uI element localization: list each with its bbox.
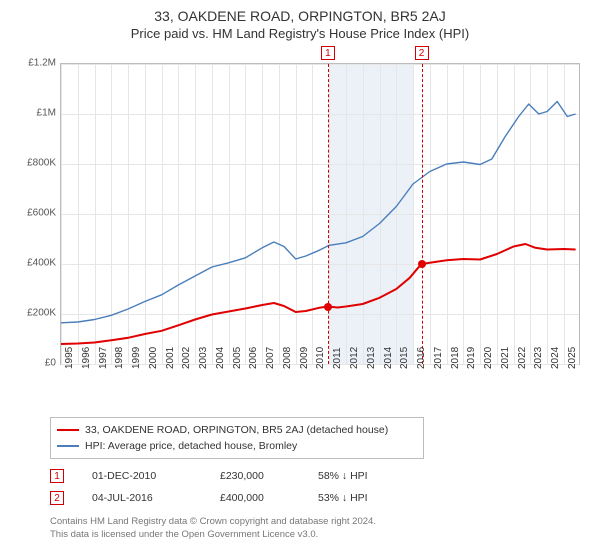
x-tick-label: 1997: [98, 347, 109, 369]
series-property: [61, 244, 576, 344]
sales-index-box: 2: [50, 491, 64, 505]
y-tick-label: £600K: [27, 208, 56, 219]
x-tick-label: 2011: [332, 347, 343, 369]
legend: 33, OAKDENE ROAD, ORPINGTON, BR5 2AJ (de…: [50, 417, 424, 459]
legend-label: HPI: Average price, detached house, Brom…: [85, 438, 297, 454]
x-tick-label: 2014: [383, 347, 394, 369]
legend-item: HPI: Average price, detached house, Brom…: [57, 438, 417, 454]
y-tick-label: £0: [45, 358, 56, 369]
y-tick-label: £1.2M: [28, 58, 56, 69]
sales-price: £400,000: [220, 487, 290, 509]
x-tick-label: 1998: [114, 347, 125, 369]
chart-subtitle: Price paid vs. HM Land Registry's House …: [0, 26, 600, 41]
plot-area: 12: [60, 63, 580, 365]
legend-label: 33, OAKDENE ROAD, ORPINGTON, BR5 2AJ (de…: [85, 422, 388, 438]
x-tick-label: 2019: [466, 347, 477, 369]
sales-delta: 58% ↓ HPI: [318, 465, 408, 487]
sale-marker-dot: [418, 260, 426, 268]
x-tick-label: 1995: [64, 347, 75, 369]
x-tick-label: 2001: [165, 347, 176, 369]
x-tick-label: 2017: [433, 347, 444, 369]
chart-container: 12 1995199619971998199920002001200220032…: [10, 43, 590, 413]
sales-index-box: 1: [50, 469, 64, 483]
x-tick-label: 1996: [81, 347, 92, 369]
x-tick-label: 2002: [181, 347, 192, 369]
footer-line: Contains HM Land Registry data © Crown c…: [50, 515, 574, 528]
series-hpi: [61, 102, 576, 323]
x-tick-label: 2023: [533, 347, 544, 369]
chart-title: 33, OAKDENE ROAD, ORPINGTON, BR5 2AJ: [0, 8, 600, 24]
legend-item: 33, OAKDENE ROAD, ORPINGTON, BR5 2AJ (de…: [57, 422, 417, 438]
x-tick-label: 2010: [315, 347, 326, 369]
x-tick-label: 2000: [148, 347, 159, 369]
marker-index-box: 1: [321, 46, 335, 60]
marker-line: [328, 64, 329, 364]
sales-table: 1 01-DEC-2010 £230,000 58% ↓ HPI 2 04-JUL-201…: [50, 465, 574, 509]
sales-date: 01-DEC-2010: [92, 465, 192, 487]
y-tick-label: £400K: [27, 258, 56, 269]
y-tick-label: £800K: [27, 158, 56, 169]
marker-line: [422, 64, 423, 364]
series-svg: [61, 64, 579, 364]
sales-date: 04-JUL-2016: [92, 487, 192, 509]
y-tick-label: £1M: [37, 108, 56, 119]
x-tick-label: 2005: [232, 347, 243, 369]
x-tick-label: 2016: [416, 347, 427, 369]
x-tick-label: 2022: [517, 347, 528, 369]
legend-swatch: [57, 429, 79, 431]
x-tick-label: 2006: [248, 347, 259, 369]
x-tick-label: 2007: [265, 347, 276, 369]
sales-row: 2 04-JUL-2016 £400,000 53% ↓ HPI: [50, 487, 574, 509]
sale-marker-dot: [324, 303, 332, 311]
x-tick-label: 2009: [299, 347, 310, 369]
footer-line: This data is licensed under the Open Gov…: [50, 528, 574, 541]
sales-delta: 53% ↓ HPI: [318, 487, 408, 509]
x-tick-label: 2012: [349, 347, 360, 369]
x-tick-label: 2021: [500, 347, 511, 369]
y-tick-label: £200K: [27, 308, 56, 319]
legend-swatch: [57, 445, 79, 447]
x-tick-label: 2024: [550, 347, 561, 369]
footer-attribution: Contains HM Land Registry data © Crown c…: [50, 515, 574, 541]
marker-index-box: 2: [415, 46, 429, 60]
sales-price: £230,000: [220, 465, 290, 487]
x-tick-label: 1999: [131, 347, 142, 369]
x-tick-label: 2008: [282, 347, 293, 369]
x-tick-label: 2003: [198, 347, 209, 369]
x-tick-label: 2020: [483, 347, 494, 369]
x-tick-label: 2013: [366, 347, 377, 369]
x-tick-label: 2015: [399, 347, 410, 369]
x-tick-label: 2018: [450, 347, 461, 369]
x-tick-label: 2004: [215, 347, 226, 369]
sales-row: 1 01-DEC-2010 £230,000 58% ↓ HPI: [50, 465, 574, 487]
x-tick-label: 2025: [567, 347, 578, 369]
